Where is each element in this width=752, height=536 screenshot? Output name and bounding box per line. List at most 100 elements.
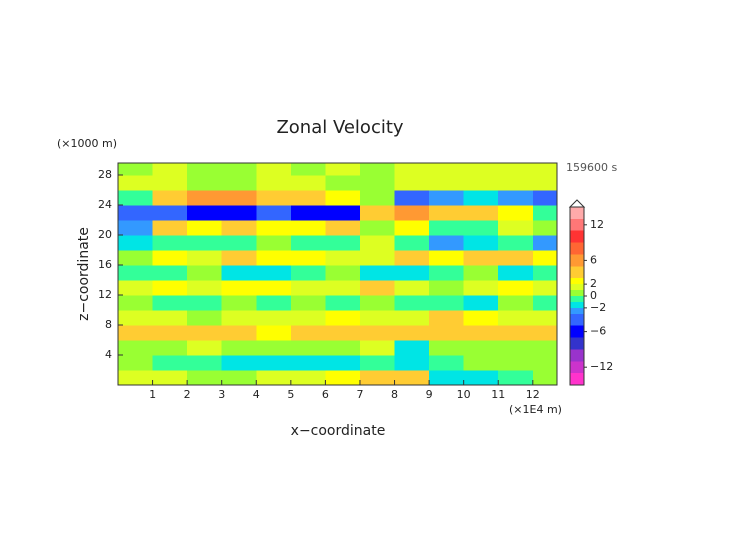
time-label: 159600 s <box>566 161 617 174</box>
cell <box>187 370 223 385</box>
cell <box>325 265 361 281</box>
cell <box>359 280 396 296</box>
chart-title: Zonal Velocity <box>276 117 403 138</box>
cell <box>532 355 557 371</box>
cell <box>498 175 534 191</box>
x-tick-label: 12 <box>526 388 540 401</box>
cell <box>325 250 361 266</box>
cell <box>187 340 223 356</box>
x-unit: (×1E4 m) <box>509 403 562 416</box>
cell <box>187 280 223 296</box>
colorbar-tick-label: −12 <box>590 360 613 373</box>
cell <box>221 190 257 206</box>
colorbar-segment <box>570 242 584 255</box>
x-axis-label: x−coordinate <box>291 423 386 439</box>
cell <box>325 205 361 221</box>
cell <box>394 355 430 371</box>
cell <box>221 355 257 371</box>
cell <box>187 325 223 341</box>
cell <box>152 163 188 176</box>
cell <box>325 220 361 236</box>
cell <box>118 280 154 296</box>
plot-frame <box>117 162 558 386</box>
colorbar-segment <box>570 296 584 302</box>
cell <box>359 325 396 341</box>
cell <box>256 280 292 296</box>
y-tick-label: 12 <box>98 288 112 301</box>
cell <box>359 190 396 206</box>
cell <box>187 295 223 311</box>
cell <box>532 190 557 206</box>
cell <box>394 235 430 251</box>
cell <box>359 220 396 236</box>
cell <box>152 190 188 206</box>
x-tick-label: 8 <box>391 388 398 401</box>
y-tick-label: 28 <box>98 168 112 181</box>
colorbar-segment <box>570 284 584 291</box>
cell <box>118 190 154 206</box>
colorbar-segment <box>570 325 584 338</box>
cell <box>498 265 534 281</box>
colorbar-tick-label: 2 <box>590 277 597 290</box>
cell <box>394 280 430 296</box>
x-tick-label: 6 <box>322 388 329 401</box>
colorbar-segment <box>570 307 584 314</box>
cell <box>532 205 557 221</box>
cell <box>498 163 534 176</box>
cell <box>463 235 499 251</box>
cell <box>429 280 465 296</box>
cell <box>532 340 557 356</box>
cell <box>532 370 557 385</box>
colorbar-segment <box>570 373 584 385</box>
cell <box>290 370 326 385</box>
cell <box>463 205 499 221</box>
cell <box>532 250 557 266</box>
cell <box>429 325 465 341</box>
cell <box>152 310 188 326</box>
cell <box>359 370 396 385</box>
cell <box>221 250 257 266</box>
y-tick-label: 4 <box>105 348 112 361</box>
cell <box>429 190 465 206</box>
y-axis-label: z−coordinate <box>76 227 92 321</box>
cell <box>498 280 534 296</box>
cell <box>118 355 154 371</box>
cell <box>152 295 188 311</box>
cell <box>463 190 499 206</box>
cell <box>498 340 534 356</box>
cell <box>532 325 557 341</box>
cell <box>221 265 257 281</box>
cell <box>118 163 154 176</box>
cell <box>463 340 499 356</box>
cell <box>394 325 430 341</box>
cell <box>290 355 326 371</box>
x-tick-label: 3 <box>218 388 225 401</box>
cell <box>187 355 223 371</box>
cell <box>532 295 557 311</box>
cell <box>325 370 361 385</box>
cell <box>429 250 465 266</box>
cell <box>532 310 557 326</box>
cell <box>187 163 223 176</box>
cell <box>394 250 430 266</box>
cell <box>359 205 396 221</box>
cell <box>152 325 188 341</box>
cell <box>221 325 257 341</box>
cell <box>221 220 257 236</box>
cell <box>221 163 257 176</box>
cell <box>256 163 292 176</box>
cell <box>152 265 188 281</box>
cell <box>325 295 361 311</box>
cell <box>394 340 430 356</box>
x-tick-label: 9 <box>426 388 433 401</box>
cell <box>118 205 154 221</box>
colorbar-segment <box>570 278 584 285</box>
cell <box>256 355 292 371</box>
cell <box>290 163 326 176</box>
cell <box>463 175 499 191</box>
x-tick-label: 2 <box>184 388 191 401</box>
cell <box>152 370 188 385</box>
cell <box>429 163 465 176</box>
cell <box>359 340 396 356</box>
